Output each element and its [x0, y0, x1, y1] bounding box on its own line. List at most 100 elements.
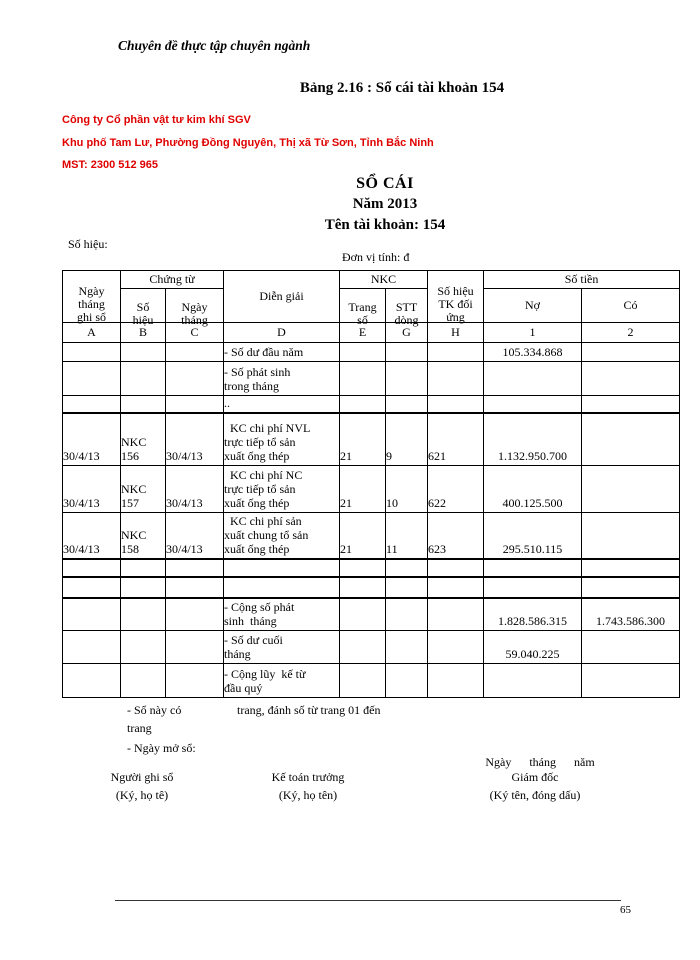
header-nkc-page: Trang số — [339, 288, 387, 326]
cell-doc-number — [120, 629, 166, 664]
cell-doc-number — [120, 361, 166, 396]
footer-note-pages: - Sổ này có — [127, 703, 182, 717]
cell-doc-number: NKC 158 — [120, 511, 166, 560]
cell-nkc-line — [385, 662, 429, 698]
cell-nkc-page — [339, 629, 387, 664]
cell-debit: 1.132.950.700 — [483, 412, 583, 466]
cell-doc-number: NKC 156 — [120, 412, 166, 466]
cell-record-date — [62, 597, 121, 631]
header-letter: A — [62, 322, 121, 343]
table-caption: Bảng 2.16 : Sổ cái tài khoản 154 — [299, 80, 505, 96]
footer-date-line: Ngày tháng năm — [485, 755, 595, 769]
table-row: - Cộng lũy kế từ đầu quý — [62, 662, 681, 698]
table-row: .. — [62, 395, 681, 414]
header-letter: H — [427, 322, 485, 343]
signature-director-sub: (Ký tên, đóng dấu) — [489, 788, 581, 802]
cell-credit — [581, 361, 681, 396]
cell-doc-date: 30/4/13 — [164, 464, 225, 513]
table-row — [62, 558, 681, 578]
cell-record-date — [62, 395, 121, 414]
account-number-label: Số hiệu: — [68, 237, 108, 251]
cell-credit — [581, 511, 681, 560]
cell-nkc-page — [339, 576, 387, 599]
cell-credit — [581, 342, 681, 362]
header-letter: D — [223, 322, 341, 343]
ledger-year: Năm 2013 — [352, 196, 418, 212]
header-doc-group: Chứng từ — [119, 270, 225, 289]
footer-note-pages-range: trang, đánh số từ trang 01 đến — [237, 703, 381, 717]
table-row: 30/4/13 NKC 156 30/4/13 KC chi phí NVL t… — [62, 412, 681, 466]
cell-nkc-line: 9 — [385, 412, 429, 466]
cell-nkc-line — [385, 361, 429, 396]
cell-nkc-line — [385, 342, 429, 362]
cell-doc-number — [120, 558, 166, 578]
cell-credit — [581, 412, 681, 466]
cell-description: .. — [223, 395, 341, 414]
cell-nkc-page: 21 — [339, 464, 387, 513]
cell-doc-date — [164, 597, 225, 631]
cell-doc-date — [164, 361, 225, 396]
cell-debit — [483, 576, 583, 599]
cell-record-date — [62, 576, 121, 599]
cell-nkc-line — [385, 395, 429, 414]
cell-offset-account — [427, 576, 485, 599]
cell-record-date — [62, 361, 121, 396]
cell-credit — [581, 464, 681, 513]
cell-nkc-page — [339, 597, 387, 631]
cell-doc-number — [120, 597, 166, 631]
cell-record-date: 30/4/13 — [62, 464, 121, 513]
header-doc-number: Số hiệu — [120, 288, 166, 326]
cell-nkc-line — [385, 597, 429, 631]
signature-chief-accountant-sub: (Ký, họ tên) — [278, 788, 338, 802]
cell-debit: 1.828.586.315 — [483, 597, 583, 631]
cell-description: - Số dư cuối tháng — [223, 629, 341, 664]
ledger-table: Ngày tháng ghi sổ Chứng từ Diễn giải NKC… — [62, 270, 681, 698]
cell-record-date — [62, 342, 121, 362]
header-offset-account: Số hiệu TK đối ứng — [427, 270, 485, 324]
cell-doc-number — [120, 576, 166, 599]
cell-offset-account — [427, 395, 485, 414]
cell-nkc-line — [385, 576, 429, 599]
cell-offset-account — [427, 597, 485, 631]
cell-description: - Số dư đầu năm — [223, 342, 341, 362]
cell-description — [223, 558, 341, 578]
header-record-date: Ngày tháng ghi sổ — [62, 270, 121, 324]
header-doc-date: Ngày tháng — [164, 288, 225, 326]
cell-nkc-page — [339, 361, 387, 396]
cell-nkc-line — [385, 629, 429, 664]
signature-recorder-title: Người ghi sổ — [110, 770, 174, 784]
cell-record-date — [62, 662, 121, 698]
cell-description: KC chi phí NC trực tiếp tổ sản xuất ống … — [223, 464, 341, 513]
company-tax-id: MST: 2300 512 965 — [62, 159, 159, 171]
cell-nkc-line: 11 — [385, 511, 429, 560]
cell-doc-date — [164, 629, 225, 664]
cell-record-date: 30/4/13 — [62, 412, 121, 466]
cell-doc-number — [120, 395, 166, 414]
footer-divider — [115, 900, 621, 901]
signature-recorder-sub: (Ký, họ tê) — [115, 788, 169, 802]
cell-offset-account: 623 — [427, 511, 485, 560]
cell-record-date — [62, 558, 121, 578]
cell-credit — [581, 558, 681, 578]
cell-offset-account — [427, 662, 485, 698]
header-credit: Có — [581, 288, 681, 323]
header-debit: Nợ — [483, 288, 583, 323]
course-header: Chuyên đề thực tập chuyên ngành — [118, 38, 311, 53]
cell-nkc-page: 21 — [339, 412, 387, 466]
cell-offset-account — [427, 342, 485, 362]
cell-credit — [581, 395, 681, 414]
cell-doc-date — [164, 662, 225, 698]
cell-description — [223, 576, 341, 599]
cell-credit — [581, 576, 681, 599]
cell-doc-date — [164, 395, 225, 414]
cell-nkc-line — [385, 558, 429, 578]
cell-nkc-page: 21 — [339, 511, 387, 560]
footer-note-pages-cont: trang — [127, 721, 152, 735]
cell-credit — [581, 662, 681, 698]
table-row: - Số dư đầu năm 105.334.868 — [62, 342, 681, 362]
unit-label: Đơn vị tính: đ — [342, 250, 410, 264]
cell-nkc-page — [339, 395, 387, 414]
footer-note-open-date: - Ngày mở sổ: — [127, 741, 196, 755]
cell-debit: 105.334.868 — [483, 342, 583, 362]
